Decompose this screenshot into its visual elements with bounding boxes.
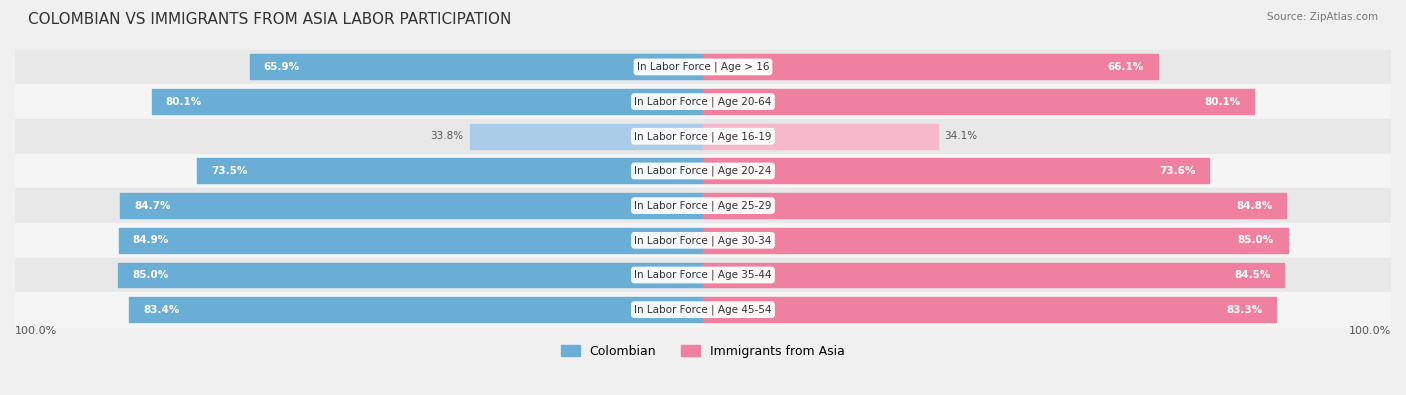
Bar [15,84,1391,119]
Text: 80.1%: 80.1% [1204,97,1240,107]
Text: 84.7%: 84.7% [134,201,170,211]
Bar [120,228,703,253]
Legend: Colombian, Immigrants from Asia: Colombian, Immigrants from Asia [555,340,851,363]
Bar [121,193,703,218]
Text: 84.8%: 84.8% [1236,201,1272,211]
Text: 100.0%: 100.0% [1348,326,1391,336]
Text: 73.5%: 73.5% [211,166,247,176]
Text: In Labor Force | Age 30-34: In Labor Force | Age 30-34 [634,235,772,246]
Bar [129,297,703,322]
Text: In Labor Force | Age 35-44: In Labor Force | Age 35-44 [634,270,772,280]
Bar [703,55,1157,79]
Text: 84.5%: 84.5% [1234,270,1271,280]
Text: In Labor Force | Age 16-19: In Labor Force | Age 16-19 [634,131,772,141]
Text: Source: ZipAtlas.com: Source: ZipAtlas.com [1267,12,1378,22]
Bar [15,154,1391,188]
Text: 33.8%: 33.8% [430,131,464,141]
Bar [15,119,1391,154]
Bar [118,263,703,288]
Text: 83.4%: 83.4% [143,305,180,315]
Text: 80.1%: 80.1% [166,97,202,107]
Text: 66.1%: 66.1% [1108,62,1144,72]
Bar [152,89,703,114]
Text: 85.0%: 85.0% [1237,235,1274,245]
Bar [471,124,703,149]
Bar [703,124,938,149]
Bar [703,89,1254,114]
Bar [197,158,703,183]
Bar [15,223,1391,258]
Text: 34.1%: 34.1% [945,131,977,141]
Bar [250,55,703,79]
Text: In Labor Force | Age 25-29: In Labor Force | Age 25-29 [634,200,772,211]
Text: 100.0%: 100.0% [15,326,58,336]
Bar [15,50,1391,84]
Text: 65.9%: 65.9% [263,62,299,72]
Text: 83.3%: 83.3% [1226,305,1263,315]
Text: In Labor Force | Age > 16: In Labor Force | Age > 16 [637,62,769,72]
Bar [15,188,1391,223]
Bar [703,297,1277,322]
Text: In Labor Force | Age 20-64: In Labor Force | Age 20-64 [634,96,772,107]
Bar [703,193,1286,218]
Bar [15,258,1391,292]
Text: 84.9%: 84.9% [132,235,169,245]
Bar [15,292,1391,327]
Text: 85.0%: 85.0% [132,270,169,280]
Text: In Labor Force | Age 20-24: In Labor Force | Age 20-24 [634,166,772,176]
Text: In Labor Force | Age 45-54: In Labor Force | Age 45-54 [634,305,772,315]
Bar [703,158,1209,183]
Bar [703,228,1288,253]
Text: 73.6%: 73.6% [1159,166,1195,176]
Text: COLOMBIAN VS IMMIGRANTS FROM ASIA LABOR PARTICIPATION: COLOMBIAN VS IMMIGRANTS FROM ASIA LABOR … [28,12,512,27]
Bar [703,263,1284,288]
